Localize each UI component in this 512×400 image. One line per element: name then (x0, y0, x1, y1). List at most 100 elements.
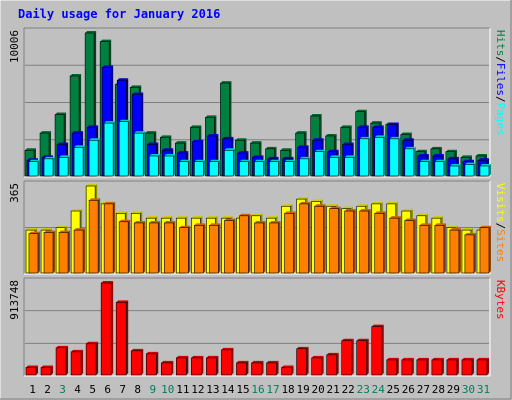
bar-pages-top-day-28 (434, 159, 446, 162)
bar-files-top-day-25 (387, 122, 399, 125)
bar-kbytes-top-day-1 (26, 365, 38, 368)
bar-sites-day-25 (389, 217, 400, 274)
bar-sites-day-3 (58, 232, 69, 274)
bar-hits-top-day-24 (370, 121, 382, 124)
x-tick-label-day-12: 12 (191, 383, 204, 396)
bar-kbytes-side-day-24 (381, 324, 384, 375)
bar-pages-side-day-2 (53, 156, 56, 176)
bar-files-top-day-15 (237, 151, 249, 154)
bar-sites-side-day-5 (98, 198, 101, 273)
bar-pages-top-day-7 (119, 119, 131, 122)
bar-kbytes-day-9 (145, 353, 157, 376)
bar-kbytes-day-31 (476, 359, 488, 376)
bar-sites-day-21 (329, 208, 339, 274)
bar-pages-top-day-9 (149, 153, 161, 156)
bar-sites-day-11 (179, 227, 189, 274)
x-tick-label-day-8: 8 (134, 383, 141, 396)
bar-visits-top-day-25 (386, 201, 398, 204)
bar-sites-side-day-21 (338, 206, 341, 273)
bar-hits-top-day-28 (430, 146, 442, 149)
legend-separator: / (494, 223, 507, 230)
bar-visits-top-day-4 (71, 209, 83, 212)
bar-sites-day-10 (163, 222, 174, 274)
bar-sites-top-day-16 (254, 220, 266, 223)
bar-pages-top-day-3 (59, 155, 71, 158)
bar-kbytes-day-19 (296, 348, 307, 376)
x-tick-label-day-20: 20 (312, 383, 325, 396)
bar-files-top-day-18 (282, 156, 294, 159)
bar-sites-day-18 (284, 213, 294, 274)
bar-kbytes-day-13 (206, 357, 217, 376)
bar-pages-side-day-23 (368, 136, 371, 176)
bar-kbytes-top-day-31 (476, 357, 489, 360)
bar-kbytes-top-day-21 (326, 352, 339, 355)
bar-sites-top-day-5 (89, 198, 101, 201)
bar-sites-side-day-20 (323, 204, 326, 273)
bar-hits-top-day-15 (235, 138, 247, 141)
x-tick-label-day-21: 21 (327, 383, 340, 396)
bar-sites-side-day-10 (173, 220, 176, 273)
bar-sites-day-6 (103, 203, 114, 274)
bar-kbytes-day-8 (130, 350, 142, 376)
bar-sites-side-day-12 (203, 223, 206, 273)
x-tick-label-day-19: 19 (296, 383, 309, 396)
bar-files-top-day-20 (312, 138, 324, 141)
bar-files-top-day-5 (87, 125, 99, 128)
bar-hits-top-day-30 (460, 155, 472, 158)
bar-sites-day-31 (479, 227, 490, 274)
bar-kbytes-top-day-18 (281, 365, 294, 368)
bar-kbytes-top-day-16 (251, 360, 264, 363)
bar-kbytes-top-day-14 (221, 347, 234, 350)
bar-files-top-day-30 (462, 159, 474, 162)
bar-pages-day-10 (163, 155, 174, 177)
bar-sites-side-day-14 (233, 218, 236, 273)
bar-visits-top-day-12 (191, 216, 203, 219)
bar-pages-side-day-1 (38, 159, 40, 176)
x-tick-label-day-23: 23 (357, 383, 370, 396)
bar-kbytes-top-day-6 (101, 281, 114, 283)
bar-hits-top-day-4 (70, 73, 82, 76)
bar-pages-side-day-3 (68, 155, 71, 176)
bar-kbytes-day-24 (371, 326, 383, 376)
bar-pages-side-day-22 (353, 155, 356, 176)
bar-pages-side-day-10 (173, 153, 176, 176)
bar-files-top-day-29 (447, 156, 459, 159)
bar-sites-day-23 (359, 210, 370, 274)
bar-visits-top-day-8 (131, 211, 143, 214)
bar-visits-top-day-5 (86, 184, 98, 186)
x-tick-label-day-13: 13 (206, 383, 219, 396)
bar-pages-side-day-28 (443, 159, 446, 176)
x-tick-label-day-1: 1 (29, 383, 36, 396)
bar-pages-day-8 (133, 132, 144, 177)
bar-visits-top-day-16 (251, 213, 263, 216)
bar-visits-top-day-1 (26, 228, 37, 231)
bar-pages-day-26 (404, 148, 415, 177)
bar-hits-top-day-29 (445, 149, 457, 152)
bar-sites-day-24 (374, 213, 385, 274)
bar-visits-top-day-21 (326, 204, 338, 207)
bar-kbytes-day-29 (446, 359, 458, 376)
bar-sites-top-day-2 (44, 230, 56, 233)
bar-sites-top-day-13 (209, 223, 221, 226)
bar-pages-top-day-8 (134, 131, 146, 134)
bar-pages-side-day-25 (398, 136, 401, 176)
bar-sites-top-day-23 (359, 209, 371, 212)
bar-sites-day-8 (133, 222, 144, 274)
bar-pages-top-day-10 (164, 153, 176, 156)
bar-sites-day-12 (194, 225, 204, 274)
bar-sites-side-day-15 (248, 213, 251, 273)
x-tick-label-day-28: 28 (432, 383, 445, 396)
bar-pages-top-day-19 (299, 156, 311, 159)
bar-kbytes-day-30 (461, 359, 473, 376)
x-tick-label-day-2: 2 (44, 383, 51, 396)
bar-sites-top-day-15 (239, 213, 251, 216)
bar-pages-top-day-12 (194, 159, 206, 162)
bar-sites-day-5 (88, 200, 99, 274)
bar-visits-top-day-23 (356, 204, 368, 207)
bar-hits-top-day-20 (310, 113, 322, 116)
bar-kbytes-day-22 (341, 340, 352, 376)
bar-pages-top-day-22 (344, 155, 356, 158)
x-tick-label-day-11: 11 (176, 383, 189, 396)
bar-files-top-day-24 (372, 125, 384, 128)
bar-pages-day-31 (479, 165, 490, 177)
